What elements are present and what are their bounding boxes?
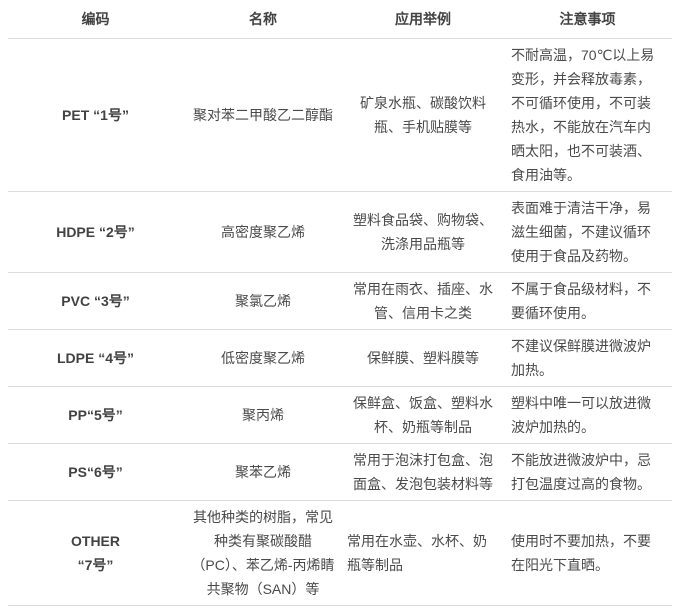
- code-cell: PS“6号”: [8, 443, 183, 501]
- examples-cell: 常用于泡沫打包盒、泡面盒、发泡包装材料等: [343, 443, 503, 501]
- table-row-pet: PET “1号” 聚对苯二甲酸乙二醇酯 矿泉水瓶、碳酸饮料瓶、手机贴膜等 不耐高…: [8, 38, 672, 192]
- code-cell: PET “1号”: [8, 38, 183, 192]
- name-cell: 聚对苯二甲酸乙二醇酯: [183, 38, 343, 192]
- table-row-pvc: PVC “3号” 聚氯乙烯 常用在雨衣、插座、水管、信用卡之类 不属于食品级材料…: [8, 272, 672, 330]
- name-cell: 聚氯乙烯: [183, 272, 343, 330]
- header-row: 编码 名称 应用举例 注意事项: [8, 0, 672, 39]
- examples-cell: 常用在雨衣、插座、水管、信用卡之类: [343, 272, 503, 330]
- table-body: PET “1号” 聚对苯二甲酸乙二醇酯 矿泉水瓶、碳酸饮料瓶、手机贴膜等 不耐高…: [8, 38, 672, 606]
- notes-cell: 塑料中唯一可以放进微波炉加热的。: [503, 386, 672, 444]
- plastic-codes-table: 编码 名称 应用举例 注意事项 PET “1号” 聚对苯二甲酸乙二醇酯 矿泉水瓶…: [8, 0, 672, 606]
- column-header-notes: 注意事项: [503, 0, 672, 39]
- code-cell: HDPE “2号”: [8, 191, 183, 273]
- examples-cell: 保鲜膜、塑料膜等: [343, 329, 503, 387]
- name-cell: 低密度聚乙烯: [183, 329, 343, 387]
- table-row-pp: PP“5号” 聚丙烯 保鲜盒、饭盒、塑料水杯、奶瓶等制品 塑料中唯一可以放进微波…: [8, 386, 672, 444]
- examples-cell: 常用在水壶、水杯、奶瓶等制品: [343, 500, 503, 606]
- code-cell: PVC “3号”: [8, 272, 183, 330]
- notes-cell: 不属于食品级材料，不要循环使用。: [503, 272, 672, 330]
- table-header: 编码 名称 应用举例 注意事项: [8, 0, 672, 39]
- name-cell: 其他种类的树脂，常见种类有聚碳酸醋（PC）、苯乙烯-丙烯睛共聚物（SAN）等: [183, 500, 343, 606]
- notes-cell: 表面难于清洁干净，易滋生细菌，不建议循环使用于食品及药物。: [503, 191, 672, 273]
- code-cell: LDPE “4号”: [8, 329, 183, 387]
- name-cell: 聚丙烯: [183, 386, 343, 444]
- table-row-other: OTHER “7号” 其他种类的树脂，常见种类有聚碳酸醋（PC）、苯乙烯-丙烯睛…: [8, 500, 672, 606]
- column-header-name: 名称: [183, 0, 343, 39]
- table-row-ldpe: LDPE “4号” 低密度聚乙烯 保鲜膜、塑料膜等 不建议保鲜膜进微波炉加热。: [8, 329, 672, 387]
- table-row-ps: PS“6号” 聚苯乙烯 常用于泡沫打包盒、泡面盒、发泡包装材料等 不能放进微波炉…: [8, 443, 672, 501]
- notes-cell: 不耐高温，70℃以上易变形，并会释放毒素，不可循环使用，不可装热水，不能放在汽车…: [503, 38, 672, 192]
- examples-cell: 矿泉水瓶、碳酸饮料瓶、手机贴膜等: [343, 38, 503, 192]
- name-cell: 高密度聚乙烯: [183, 191, 343, 273]
- notes-cell: 不建议保鲜膜进微波炉加热。: [503, 329, 672, 387]
- notes-cell: 不能放进微波炉中，忌打包温度过高的食物。: [503, 443, 672, 501]
- notes-cell: 使用时不要加热，不要在阳光下直晒。: [503, 500, 672, 606]
- code-cell: OTHER “7号”: [8, 500, 183, 606]
- code-cell: PP“5号”: [8, 386, 183, 444]
- column-header-examples: 应用举例: [343, 0, 503, 39]
- examples-cell: 保鲜盒、饭盒、塑料水杯、奶瓶等制品: [343, 386, 503, 444]
- column-header-code: 编码: [8, 0, 183, 39]
- table-row-hdpe: HDPE “2号” 高密度聚乙烯 塑料食品袋、购物袋、洗涤用品瓶等 表面难于清洁…: [8, 191, 672, 273]
- examples-cell: 塑料食品袋、购物袋、洗涤用品瓶等: [343, 191, 503, 273]
- name-cell: 聚苯乙烯: [183, 443, 343, 501]
